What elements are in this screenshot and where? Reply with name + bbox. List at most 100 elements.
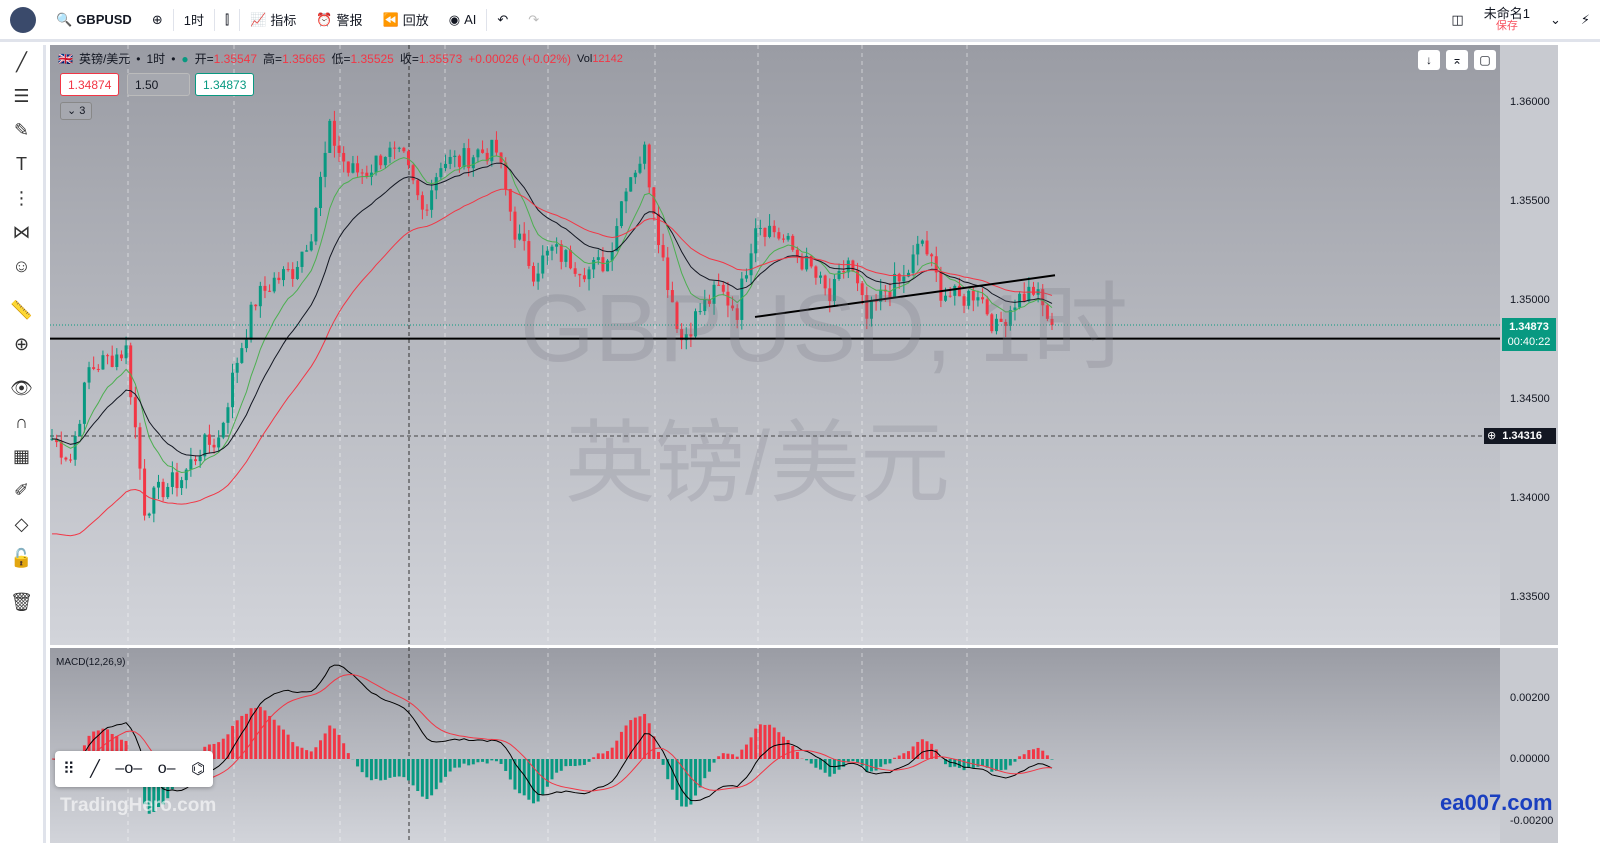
macd-histogram-bar (1031, 749, 1035, 759)
pattern-tool-icon[interactable]: ⋮ (12, 187, 31, 208)
ai-button[interactable]: ◉ AI (448, 11, 477, 28)
replay-button[interactable]: ⏪ 回放 (382, 11, 429, 29)
quick-search-icon[interactable]: ⚡ (1580, 11, 1590, 27)
zoom-in-icon[interactable]: ⊕ (13, 333, 30, 354)
candle (462, 148, 466, 167)
candle (78, 423, 82, 436)
quantity-input[interactable]: 1.50 (127, 73, 190, 96)
sell-button[interactable]: 1.34874 (60, 73, 120, 96)
text-tool-icon[interactable]: T (16, 153, 27, 174)
avatar[interactable] (0, 0, 46, 41)
candle (610, 251, 614, 261)
candle (837, 271, 841, 280)
candle (425, 209, 429, 211)
macd-histogram-bar (777, 732, 781, 759)
candle (541, 255, 545, 274)
candle (175, 472, 179, 489)
layout-button[interactable]: ◫ (1441, 0, 1473, 41)
trendline-icon[interactable]: ╱ (90, 761, 100, 778)
candle (1008, 310, 1012, 326)
add-symbol-button[interactable]: ⊕ (142, 0, 173, 41)
horizontal-line-icon[interactable]: –o– (115, 760, 143, 777)
candle (860, 283, 864, 296)
macd-histogram-bar (217, 742, 221, 759)
macd-line (51, 664, 1053, 802)
ruler-tool-icon[interactable]: 📏 (10, 299, 33, 320)
candle (754, 228, 758, 254)
fullscreen-button[interactable]: ▢ (1474, 50, 1496, 70)
candle (897, 273, 901, 282)
eye-icon[interactable]: 👁 (10, 377, 33, 398)
macd-histogram-bar (582, 759, 586, 765)
macd-histogram-bar (944, 759, 948, 765)
candle (944, 295, 948, 301)
path-icon[interactable]: ⌬ (191, 761, 206, 778)
candle (749, 253, 753, 276)
macd-histogram-bar (388, 759, 392, 778)
macd-histogram-bar (606, 751, 610, 759)
candle (212, 444, 216, 448)
candle (73, 435, 77, 460)
chevron-down-icon[interactable]: ⌄ (1549, 11, 1561, 27)
macd-histogram-bar (522, 759, 526, 796)
xabcd-tool-icon[interactable]: ⋈ (12, 221, 31, 242)
candle (92, 367, 96, 369)
macd-histogram-bar (721, 753, 725, 759)
macd-histogram-bar (490, 759, 494, 761)
macd-histogram-bar (948, 759, 952, 768)
brush-tool-icon[interactable]: ✎ (13, 119, 30, 140)
macd-histogram-bar (518, 759, 522, 794)
macd-histogram-bar (781, 736, 785, 759)
trendline-tool-icon[interactable]: ╱ (16, 51, 27, 72)
calendar-icon[interactable]: ▦ (12, 445, 30, 466)
candle (314, 208, 318, 242)
candle (666, 257, 670, 291)
candle (888, 291, 892, 298)
collapse-button[interactable]: ⌅ (1446, 50, 1468, 70)
alerts-button[interactable]: ⏰ 警报 (316, 11, 363, 29)
ray-icon[interactable]: o– (157, 760, 176, 777)
candle (740, 278, 744, 320)
macd-histogram-bar (356, 759, 360, 767)
undo-button[interactable]: ↶ (487, 0, 518, 41)
macd-histogram-bar (476, 759, 480, 763)
collapse-indicators-button[interactable]: ⌄ 3 (60, 102, 93, 120)
candle (832, 279, 836, 301)
candle (828, 288, 832, 301)
eraser-icon[interactable]: ◇ (14, 513, 29, 534)
layout-name-menu[interactable]: 未命名1 保存 (1483, 5, 1530, 32)
lock-icon[interactable]: 🔓 (10, 547, 33, 568)
macd-histogram-bar (633, 717, 637, 759)
emoji-tool-icon[interactable]: ☺ (12, 255, 31, 276)
fib-tool-icon[interactable]: ☰ (13, 85, 30, 106)
macd-histogram-bar (397, 759, 401, 777)
trash-icon[interactable]: 🗑 (10, 591, 33, 612)
macd-histogram-bar (819, 759, 823, 770)
lock-pencil-icon[interactable]: ✐ (13, 479, 30, 500)
candle (726, 291, 730, 306)
interval-button[interactable]: 1时 (183, 13, 204, 28)
macd-histogram-bar (110, 733, 114, 759)
price-chart[interactable] (50, 45, 1600, 843)
candle (101, 355, 105, 370)
candle (916, 243, 920, 255)
candle (1045, 305, 1049, 319)
macd-histogram-bar (87, 735, 91, 759)
candle (328, 120, 332, 153)
candle (795, 249, 799, 258)
symbol-search[interactable]: 🔍 GBPUSD (56, 11, 132, 28)
candle (258, 285, 262, 307)
redo-button[interactable]: ↷ (518, 0, 549, 41)
magnet-icon[interactable]: ∩ (15, 411, 28, 432)
candle (842, 271, 846, 273)
scroll-down-button[interactable]: ↓ (1418, 50, 1440, 70)
indicators-button[interactable]: 📈 指标 (250, 11, 297, 29)
candle (518, 233, 522, 240)
drag-handle-icon[interactable]: ⠿ (62, 761, 75, 778)
buy-button[interactable]: 1.34873 (195, 73, 255, 96)
macd-histogram-bar (624, 725, 628, 759)
macd-tick: -0.00200 (1510, 815, 1554, 827)
price-tick: 1.34500 (1510, 393, 1550, 405)
chart-type-button[interactable]: ⫿ (215, 0, 239, 41)
macd-histogram-bar (689, 759, 693, 805)
